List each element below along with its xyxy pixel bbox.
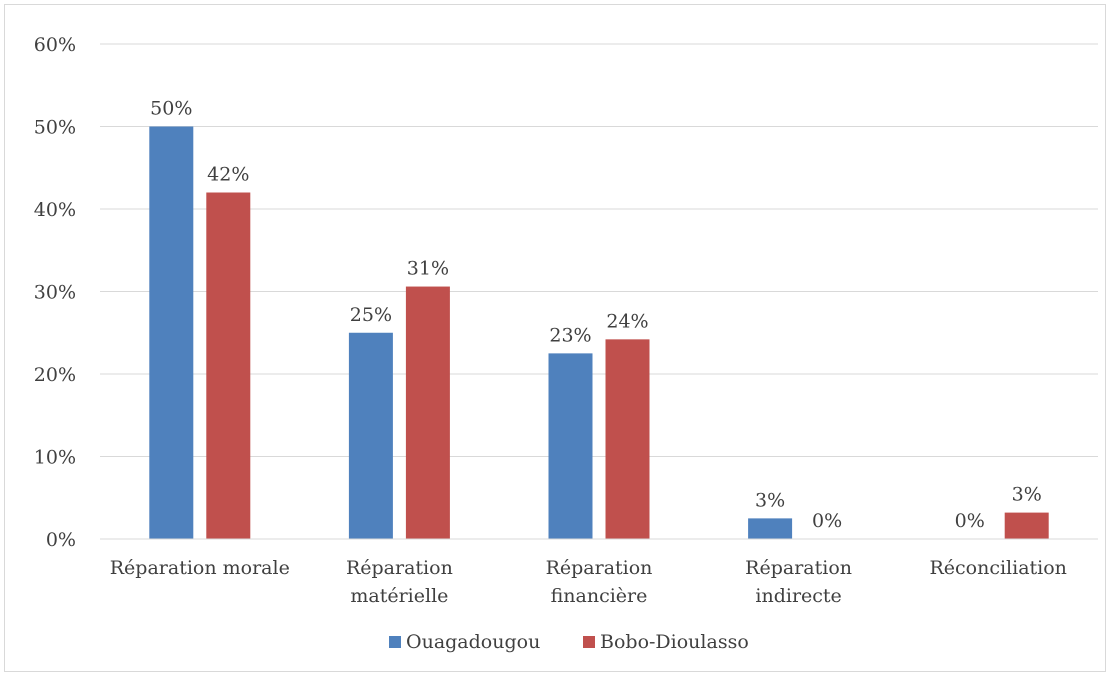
data-label: 25% (350, 304, 392, 326)
x-tick-label: Réparation (546, 557, 653, 579)
data-label: 42% (207, 164, 249, 186)
x-tick-label: indirecte (755, 585, 841, 607)
bar (405, 286, 450, 539)
x-tick-label: Réparation morale (110, 557, 290, 579)
legend-label: Bobo-Dioulasso (600, 631, 749, 653)
bar (605, 339, 650, 539)
bar (348, 332, 393, 539)
y-tick-label: 50% (34, 117, 76, 139)
y-tick-label: 10% (34, 447, 76, 469)
y-tick-label: 40% (34, 199, 76, 221)
data-label: 31% (407, 258, 449, 280)
x-axis: Réparation morale Réparation matérielle Rép… (100, 538, 1098, 607)
y-tick-label: 20% (34, 364, 76, 386)
x-tick-label: Réparation (346, 557, 453, 579)
bar (149, 126, 194, 539)
y-tick-label: 30% (34, 282, 76, 304)
data-label: 3% (1012, 484, 1042, 506)
x-tick-label: financière (551, 585, 648, 607)
data-label: 0% (812, 510, 842, 532)
bar (1004, 512, 1049, 539)
data-labels: 50% 42% 25% 31% 23% 24% 3% 0% 0% 3% (150, 98, 1042, 533)
gridlines (100, 43, 1098, 457)
bar (206, 192, 251, 539)
x-tick-label: Réconciliation (929, 557, 1066, 579)
legend-swatch (389, 636, 401, 648)
bar (548, 353, 593, 539)
y-tick-label: 60% (34, 34, 76, 56)
x-tick-label: Réparation (745, 557, 852, 579)
data-label: 0% (955, 510, 985, 532)
legend-swatch (583, 636, 595, 648)
data-label: 23% (549, 324, 591, 346)
bars (149, 126, 1049, 539)
data-label: 50% (150, 98, 192, 120)
data-label: 24% (606, 310, 648, 332)
y-tick-label: 0% (46, 529, 76, 551)
legend: Ouagadougou Bobo-Dioulasso (389, 631, 749, 653)
legend-label: Ouagadougou (406, 631, 540, 653)
x-tick-label: matérielle (350, 585, 448, 607)
y-axis: 0% 10% 20% 30% 40% 50% 60% (34, 34, 76, 551)
data-label: 3% (755, 489, 785, 511)
bar (748, 518, 793, 539)
